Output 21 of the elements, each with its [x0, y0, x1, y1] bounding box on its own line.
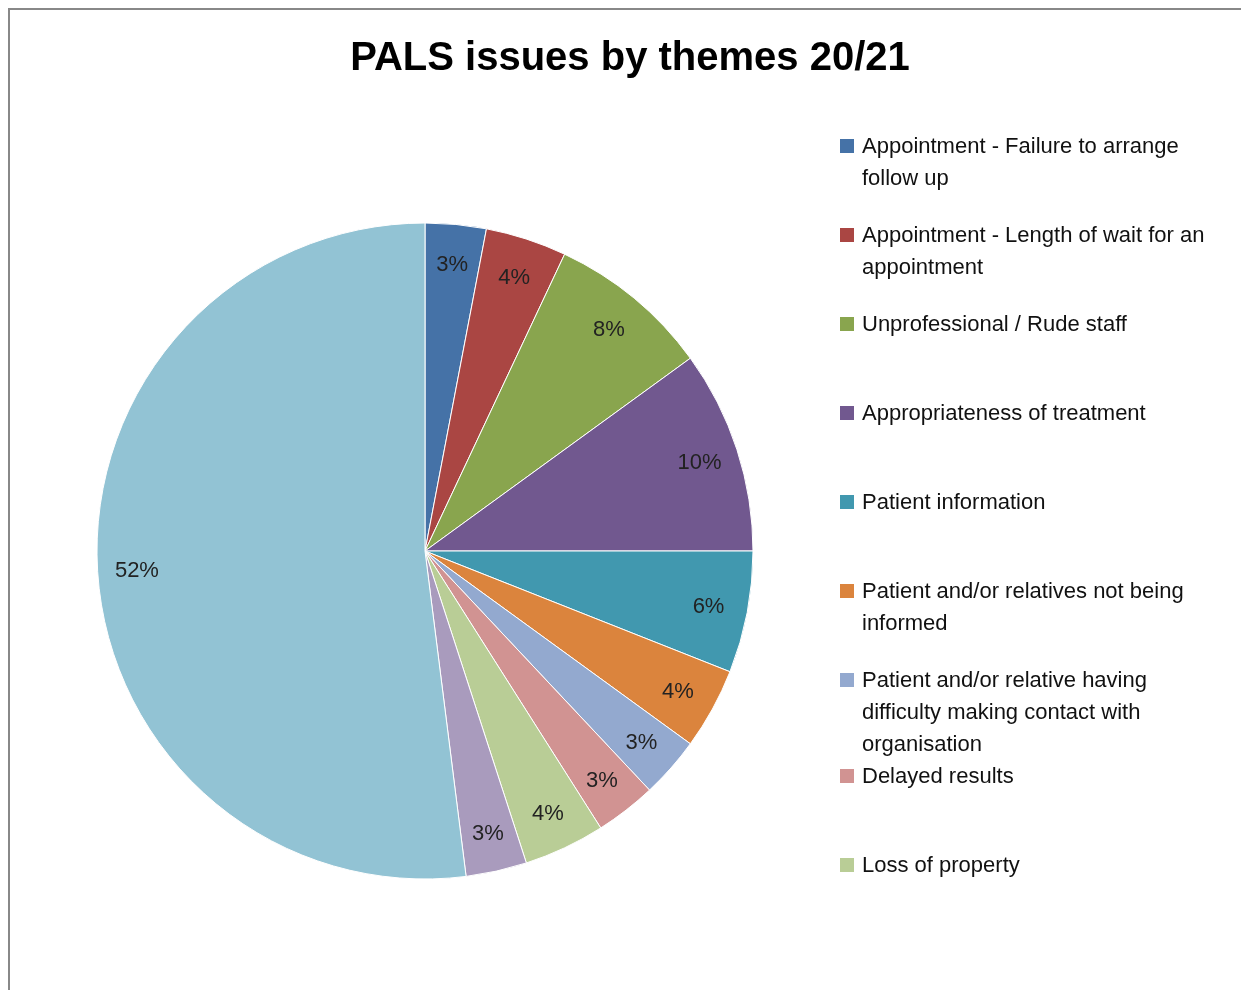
- data-label: 3%: [586, 766, 618, 792]
- legend-label: Appointment - Failure to arrange follow up: [862, 132, 1180, 192]
- legend-label: Patient and/or relative having difficulty making contact with organisation: [862, 666, 1148, 758]
- data-label: 10%: [677, 449, 722, 475]
- legend-label: Appointment - Length of wait for an appointment: [862, 221, 1206, 281]
- data-label: 3%: [436, 251, 469, 277]
- legend-label: Patient information: [862, 488, 1046, 516]
- legend-label: Appropriateness of treatment: [862, 399, 1146, 427]
- legend-label: Unprofessional / Rude staff: [862, 310, 1127, 338]
- chart-title: PALS issues by themes 20/21: [349, 34, 911, 79]
- data-label: 4%: [662, 677, 694, 703]
- data-label: 52%: [114, 556, 159, 582]
- legend-label: Patient and/or relatives not being informed: [862, 577, 1185, 637]
- data-label: 3%: [472, 820, 504, 846]
- legend-label: Delayed results: [862, 762, 1014, 790]
- legend-label: Loss of property: [862, 851, 1020, 879]
- data-label: 4%: [498, 263, 531, 289]
- data-label: 4%: [532, 799, 564, 825]
- data-label: 8%: [593, 316, 625, 342]
- data-label: 3%: [625, 729, 658, 755]
- data-label: 6%: [692, 592, 725, 618]
